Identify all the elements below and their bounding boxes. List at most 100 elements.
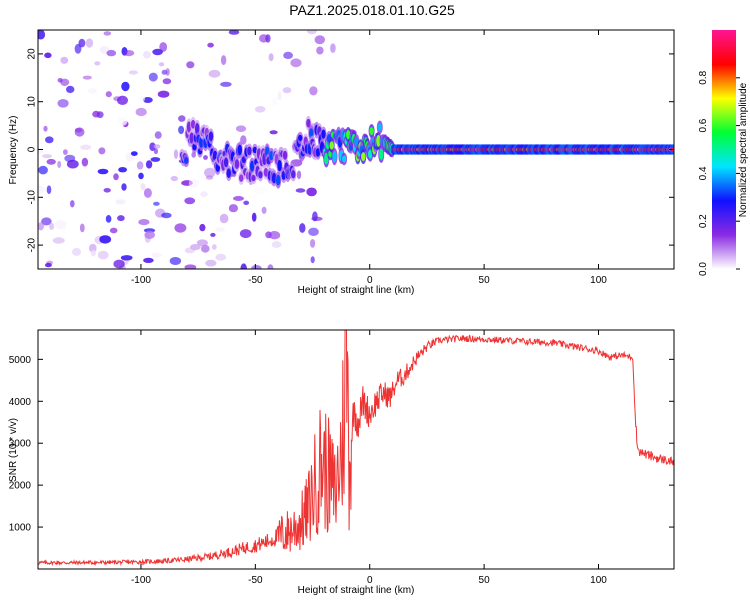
spectrogram-cell bbox=[143, 257, 154, 263]
spectrogram-cell bbox=[60, 56, 69, 64]
y-tick-label: 1000 bbox=[9, 523, 32, 534]
spectrogram-cell bbox=[368, 149, 373, 159]
spectrogram-cell bbox=[184, 156, 189, 165]
spectrogram-cell bbox=[57, 160, 62, 169]
spectrogram-cell bbox=[315, 148, 321, 157]
colorbar-scale bbox=[712, 30, 736, 269]
spectrogram-cell bbox=[249, 160, 255, 172]
spectrogram-cell bbox=[170, 175, 178, 182]
spectrogram-cell bbox=[267, 264, 274, 269]
spectrogram-cell bbox=[299, 223, 306, 233]
spectrogram-cell bbox=[64, 154, 76, 163]
spectrogram-cell bbox=[98, 147, 106, 155]
colorbar-ticks: 0.0 0.2 0.4 0.6 0.8 bbox=[698, 70, 740, 276]
spectrogram-cell bbox=[117, 116, 128, 126]
spectrogram-cell bbox=[174, 223, 187, 233]
y-tick-label: 5000 bbox=[9, 355, 32, 366]
spectrogram-cell bbox=[228, 204, 238, 213]
spectrogram-cell bbox=[89, 243, 97, 253]
spectrogram-cell bbox=[211, 54, 218, 63]
spectrogram-cell bbox=[210, 232, 216, 237]
colorbar: 0.0 0.2 0.4 0.6 0.8 Normalized spectral ampl… bbox=[698, 30, 749, 276]
x-tick-label: 0 bbox=[367, 275, 373, 286]
spectrogram-cell bbox=[121, 81, 130, 92]
spectrogram-cell bbox=[220, 55, 227, 66]
spectrogram-cell bbox=[60, 228, 68, 235]
spectrogram-cell bbox=[52, 237, 65, 244]
spectrogram-cell bbox=[208, 69, 221, 78]
spectrogram-cell bbox=[96, 111, 104, 119]
spectrogram-cell bbox=[190, 244, 201, 251]
spectrogram-cell bbox=[184, 197, 196, 205]
spectrogram-cell bbox=[87, 88, 97, 94]
spectrogram-cell bbox=[282, 87, 292, 94]
spectrogram-cell bbox=[332, 151, 337, 163]
spectrogram-cell bbox=[94, 61, 101, 66]
spectrogram-cell bbox=[97, 168, 109, 175]
spectrogram-cell bbox=[113, 259, 125, 269]
spectrogram-cell bbox=[199, 223, 206, 232]
spectrogram-cell bbox=[117, 215, 125, 222]
x-tick-label: 100 bbox=[590, 575, 607, 586]
spectrogram-cell bbox=[159, 42, 168, 52]
spectrogram-cell bbox=[223, 157, 229, 168]
y-tick-label: 3000 bbox=[9, 439, 32, 450]
spectrogram-cell bbox=[269, 150, 274, 161]
colorbar-tick-label: 0.8 bbox=[698, 70, 709, 84]
spectrogram-cell bbox=[330, 43, 336, 53]
spectrogram-cell bbox=[277, 91, 282, 101]
spectrogram-cell bbox=[90, 249, 96, 257]
spectrogram-cell bbox=[361, 152, 366, 162]
snr-y-label: SNR (10 * v/v) bbox=[8, 418, 19, 482]
spectrogram-cell bbox=[312, 211, 318, 222]
spectrogram-cell bbox=[263, 167, 269, 177]
y-tick-label: 2000 bbox=[9, 481, 32, 492]
spectrogram-cell bbox=[306, 30, 318, 35]
spectrogram-cell bbox=[377, 123, 382, 131]
spectrogram-cell bbox=[144, 230, 155, 239]
y-tick-label: 10 bbox=[27, 96, 38, 108]
spectrogram-cell bbox=[165, 68, 170, 76]
spectrogram-cell bbox=[189, 132, 194, 144]
spectrogram-cell bbox=[45, 136, 54, 144]
spectrogram-cell bbox=[219, 213, 229, 224]
spectrogram-cell bbox=[233, 196, 244, 201]
colorbar-tick-label: 0.0 bbox=[698, 262, 709, 276]
spectrogram-cell bbox=[118, 167, 127, 173]
spectrogram-cell bbox=[38, 30, 46, 40]
spectrogram-cell bbox=[237, 144, 242, 156]
spectrogram-cell bbox=[269, 130, 278, 135]
spectrogram-cell bbox=[309, 128, 314, 139]
spectrogram-cell bbox=[66, 85, 75, 93]
spectrogram-cell bbox=[82, 75, 92, 80]
spectrogram-cell bbox=[247, 146, 252, 156]
spectrogram-cell bbox=[81, 157, 89, 167]
spectrogram-cell bbox=[178, 125, 185, 135]
spectrogram-cell bbox=[130, 151, 138, 157]
spectrogram-cell bbox=[298, 134, 303, 141]
spectrogram-cell bbox=[252, 146, 258, 154]
spectrogram-cell bbox=[103, 188, 111, 193]
snr-x-label: Height of straight line (km) bbox=[298, 585, 415, 596]
spectrogram-cell bbox=[271, 172, 277, 184]
spectrogram-cell bbox=[258, 171, 263, 179]
y-tick-label: 4000 bbox=[9, 397, 32, 408]
spectrogram-cell bbox=[329, 141, 334, 150]
spectrogram-cell bbox=[140, 183, 146, 191]
spectrogram-cell bbox=[203, 155, 208, 160]
snr-panel: -100 -50 0 50 100 1000 2000 3000 4000 5000 Heigh… bbox=[8, 329, 675, 596]
spectrogram-cell bbox=[38, 165, 48, 175]
snr-x-axis: -100 -50 0 50 100 bbox=[131, 330, 607, 586]
spectrogram-cell bbox=[72, 247, 81, 256]
spectrogram-cell bbox=[57, 99, 69, 108]
spectrogram-cell bbox=[117, 95, 128, 106]
spectrogram-cell bbox=[142, 97, 153, 103]
spectrogram-cell bbox=[145, 160, 153, 169]
spectrogram-cell bbox=[295, 188, 306, 193]
spectrogram-cell bbox=[152, 48, 163, 56]
spectrogram-cell bbox=[309, 86, 318, 96]
spectrogram-cell bbox=[306, 118, 311, 128]
spectrogram-cell bbox=[154, 131, 162, 139]
